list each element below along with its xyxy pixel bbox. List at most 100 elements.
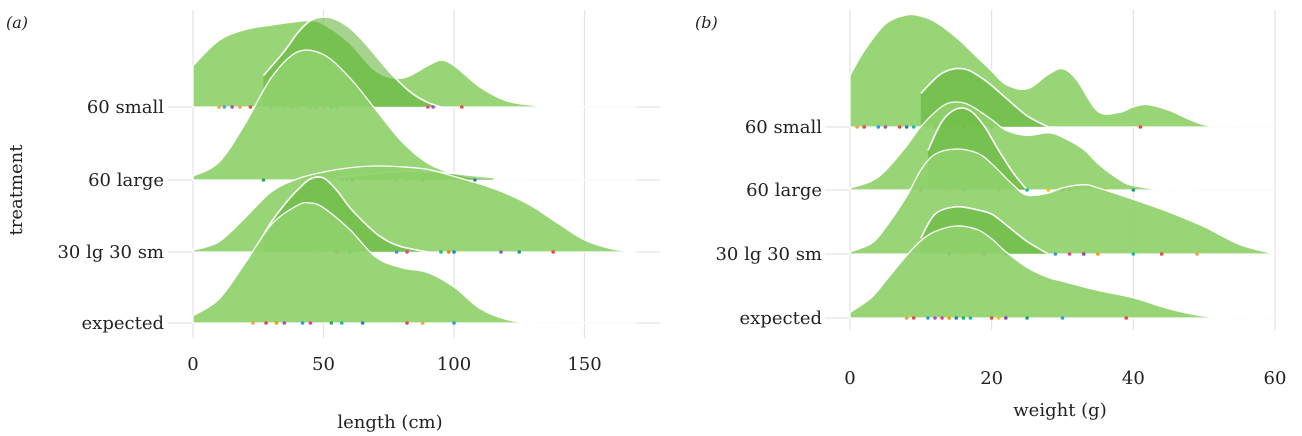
data-point <box>933 316 937 320</box>
highlight-outline <box>920 205 1049 255</box>
data-point <box>217 105 221 109</box>
data-point <box>394 250 399 254</box>
category-label: 60 small <box>87 97 164 118</box>
x-tick-label: 50 <box>312 354 335 375</box>
x-tick-label: 40 <box>1122 368 1145 389</box>
x-tick-label: 0 <box>187 354 198 375</box>
data-point <box>876 125 881 129</box>
panel-a-category-labels: 60 small 60 large 30 lg 30 sm expected <box>57 97 164 334</box>
data-point <box>1053 252 1058 256</box>
data-point <box>855 125 859 129</box>
data-point <box>883 125 888 129</box>
data-point <box>329 321 334 325</box>
data-point <box>954 316 959 320</box>
x-tick-label: 60 <box>1264 368 1287 389</box>
category-label: 60 large <box>746 180 822 201</box>
panel-b-x-ticks: 0 20 40 60 <box>844 368 1286 389</box>
panel-a-ylabel: treatment <box>6 144 27 236</box>
panel-b-ridges <box>849 13 1276 320</box>
data-point <box>968 316 973 320</box>
data-point <box>1131 252 1136 256</box>
data-point <box>1004 316 1008 320</box>
highlight-outline <box>927 107 1028 191</box>
ridge-60-small <box>849 13 1276 129</box>
data-point <box>300 321 305 325</box>
data-point <box>405 321 409 325</box>
panel-b-category-labels: 60 small 60 large 30 lg 30 sm expected <box>715 117 822 329</box>
data-point <box>1067 252 1072 256</box>
data-point <box>264 321 268 325</box>
ridge-expected <box>192 201 637 325</box>
data-point <box>862 125 866 129</box>
highlight-outline <box>262 16 442 108</box>
data-point <box>904 316 909 320</box>
data-point <box>947 316 951 320</box>
x-tick-label: 0 <box>844 368 855 389</box>
data-point <box>452 321 456 325</box>
data-point <box>1081 252 1086 256</box>
data-point <box>261 178 266 182</box>
panel-a-ridges <box>192 16 637 325</box>
ridge-60-small <box>192 16 637 109</box>
category-label: 60 small <box>745 117 822 138</box>
category-label: 60 large <box>88 170 164 191</box>
panel-a-tag: (a) <box>6 13 28 32</box>
x-tick-label: 20 <box>980 368 1003 389</box>
data-point <box>1124 316 1129 320</box>
data-point <box>405 250 409 254</box>
data-point <box>517 250 522 254</box>
panel-a-x-ticks: 0 50 100 150 <box>187 354 601 375</box>
data-point <box>339 321 344 325</box>
data-point <box>230 105 234 109</box>
data-point <box>926 316 930 320</box>
data-point <box>1025 188 1029 192</box>
category-label: 30 lg 30 sm <box>715 244 822 265</box>
data-point <box>274 321 279 325</box>
category-label: 30 lg 30 sm <box>57 242 164 263</box>
data-point <box>460 105 464 109</box>
data-point <box>996 316 1001 320</box>
data-point <box>911 125 916 129</box>
data-point <box>452 250 456 254</box>
data-point <box>360 321 365 325</box>
density-area <box>849 225 1276 319</box>
x-tick-label: 100 <box>437 354 471 375</box>
data-point <box>1159 252 1164 256</box>
data-point <box>1025 316 1029 320</box>
density-area <box>192 49 637 181</box>
data-point <box>1060 316 1065 320</box>
data-point <box>473 178 477 182</box>
data-point <box>248 105 253 109</box>
data-point <box>551 250 555 254</box>
panel-b-weight: (b) weight (g) 60 small 60 large 30 lg 30 … <box>695 10 1286 421</box>
ridge-expected <box>849 225 1276 320</box>
data-point <box>499 250 503 254</box>
density-area <box>849 13 1276 128</box>
panel-b-tag: (b) <box>695 13 718 32</box>
data-point <box>989 316 994 320</box>
data-point <box>1138 125 1143 129</box>
data-point <box>961 316 966 320</box>
data-point <box>911 316 916 320</box>
panel-a-xlabel: length (cm) <box>337 412 442 433</box>
data-point <box>420 321 425 325</box>
data-point <box>1046 188 1051 192</box>
data-point <box>426 105 430 109</box>
data-point <box>1195 252 1199 256</box>
data-point <box>897 125 902 129</box>
highlight-outline <box>920 67 1049 128</box>
data-point <box>251 321 255 325</box>
category-label: expected <box>82 313 164 334</box>
highlight-outline <box>262 176 429 253</box>
data-point <box>904 125 909 129</box>
data-point <box>282 321 287 325</box>
category-label: expected <box>740 308 822 329</box>
density-area <box>192 19 637 108</box>
panel-a-length: (a) treatment length (cm) 60 small 60 lar… <box>6 10 660 433</box>
data-point <box>308 321 313 325</box>
data-point <box>431 105 435 109</box>
data-point <box>940 316 944 320</box>
density-area <box>192 201 637 324</box>
data-point <box>1096 252 1100 256</box>
